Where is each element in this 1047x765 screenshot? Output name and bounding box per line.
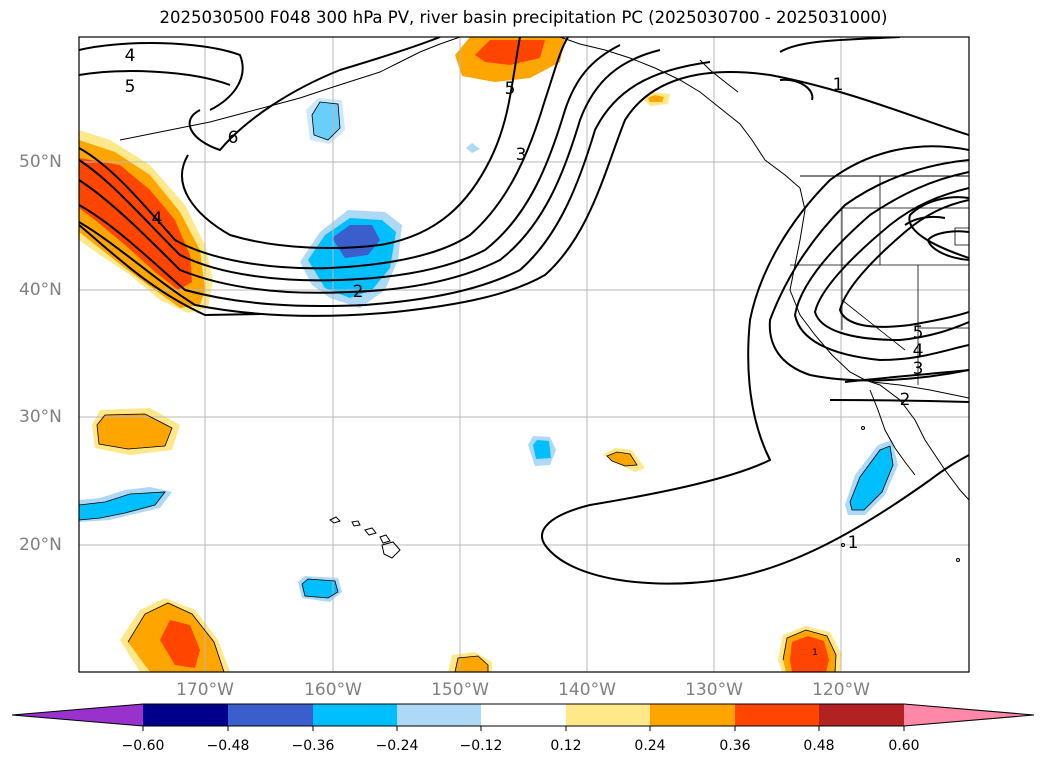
colorbar-segment (735, 704, 819, 726)
contour-label: 5 (913, 323, 924, 343)
colorbar-segment (313, 704, 397, 726)
map-title: 2025030500 F048 300 hPa PV, river basin … (159, 8, 888, 27)
colorbar-segment (650, 704, 735, 726)
pv-contours (79, 37, 969, 585)
contour-label: 4 (913, 341, 924, 361)
precip-positive-region (97, 414, 172, 449)
lat-label: 20°N (19, 535, 62, 555)
precip-positive-region (790, 636, 829, 672)
colorbar-segment (566, 704, 650, 726)
precip-negative-region (533, 440, 551, 459)
colorbar-tick-label: −0.24 (375, 738, 419, 754)
contour-label: 4 (152, 209, 163, 229)
colorbar-extend-high (904, 704, 1034, 726)
precip-outlines (79, 101, 894, 672)
colorbar-tick-label: 0.12 (550, 738, 582, 754)
colorbar-tick-label: −0.60 (121, 738, 165, 754)
precip-negative-region (79, 492, 165, 520)
precip-positive-region (160, 620, 200, 668)
colorbar (11, 703, 1035, 731)
colorbar-tick-label: 0.60 (888, 738, 920, 754)
contour-label: 6 (228, 128, 239, 148)
colorbar-tick-label: 0.36 (719, 738, 751, 754)
colorbar-tick-label: −0.12 (459, 738, 503, 754)
contour-label: 2 (900, 390, 911, 410)
contour-label: 1 (833, 75, 844, 95)
islands (329, 426, 960, 562)
lat-label: 40°N (19, 280, 62, 300)
lon-label: 150°W (431, 680, 489, 700)
lat-label: 30°N (19, 407, 62, 427)
colorbar-tick-label: −0.48 (206, 738, 250, 754)
precip-positive-region (455, 656, 488, 672)
map-frame (78, 36, 970, 673)
colorbar-extend-low (12, 704, 143, 726)
precip-positive-region (79, 158, 192, 290)
lon-label: 130°W (685, 680, 743, 700)
contour-label: 5 (125, 77, 136, 97)
precip-negative-region (332, 225, 380, 258)
contour-label: 5 (505, 79, 516, 99)
contour-label: 2 (353, 282, 364, 302)
contour-label: 3 (913, 359, 924, 379)
lat-label: 50°N (19, 152, 62, 172)
colorbar-segment (397, 704, 481, 726)
lon-label: 170°W (176, 680, 234, 700)
precip-positive-region (475, 40, 545, 65)
contour-label: 1 (812, 648, 818, 658)
lon-label: 140°W (558, 680, 616, 700)
gridlines (79, 37, 969, 672)
precip-negative-region (850, 446, 893, 510)
coastlines (119, 37, 969, 501)
colorbar-tick-label: 0.48 (803, 738, 835, 754)
contour-label: 3 (516, 145, 527, 165)
colorbar-tick-label: −0.36 (291, 738, 335, 754)
lon-label: 120°W (812, 680, 870, 700)
contour-label: 4 (125, 46, 136, 66)
precip-positive-region (607, 452, 637, 466)
contour-label: 1 (848, 533, 859, 553)
lon-label: 160°W (304, 680, 362, 700)
colorbar-segment (228, 704, 313, 726)
colorbar-segment (143, 704, 228, 726)
precip-shading (79, 37, 898, 672)
colorbar-segment (481, 704, 566, 726)
colorbar-tick-label: 0.24 (634, 738, 666, 754)
colorbar-segment (819, 704, 904, 726)
precip-positive-region (648, 95, 664, 102)
precip-negative-region (302, 579, 338, 598)
